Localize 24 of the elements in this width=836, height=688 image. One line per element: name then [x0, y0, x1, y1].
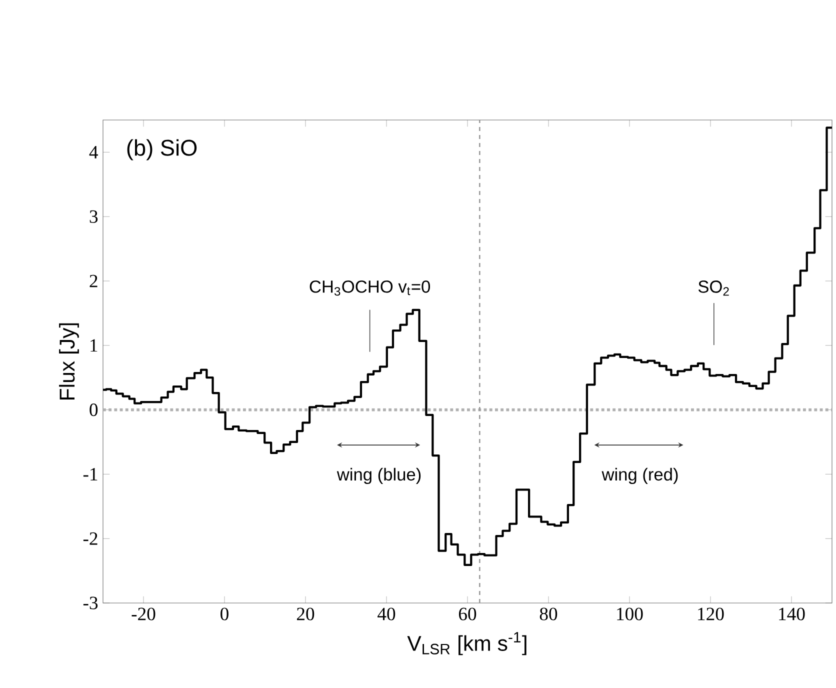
y-tick-label: 2 — [90, 274, 98, 288]
annotation: wing (blue) — [336, 468, 421, 484]
x-tick-label: 140 — [779, 608, 805, 620]
y-tick-label: 1 — [90, 339, 98, 352]
x-tick-label: 80 — [540, 608, 558, 620]
y-tick-label: -2 — [83, 532, 98, 545]
x-axis-title: V$_{LSR}$ [km s$^{-1}$] — [407, 632, 526, 656]
x-tick-label: 40 — [378, 608, 396, 620]
x-tick-label: 100 — [617, 608, 643, 620]
annotation: CH$_{3}$OCHO v$_{t}$=0 — [310, 280, 430, 296]
x-tick-label: 20 — [296, 608, 314, 620]
y-tick-label: 0 — [90, 403, 98, 416]
y-tick-label: 4 — [89, 146, 98, 158]
x-tick-label: 60 — [458, 608, 476, 620]
x-tick-label: 120 — [698, 608, 724, 620]
annotation: SO$_{2}$ — [698, 280, 729, 296]
x-tick-label: 0 — [220, 608, 228, 620]
annotation: (b) SiO — [127, 139, 197, 160]
y-tick-label: -1 — [83, 468, 98, 480]
y-axis-title: Flux [Jy] — [59, 323, 79, 400]
y-tick-label: 3 — [90, 210, 98, 223]
annotation: wing (red) — [602, 468, 678, 484]
y-tick-label: -3 — [83, 596, 98, 610]
x-tick-label: -20 — [132, 608, 156, 620]
